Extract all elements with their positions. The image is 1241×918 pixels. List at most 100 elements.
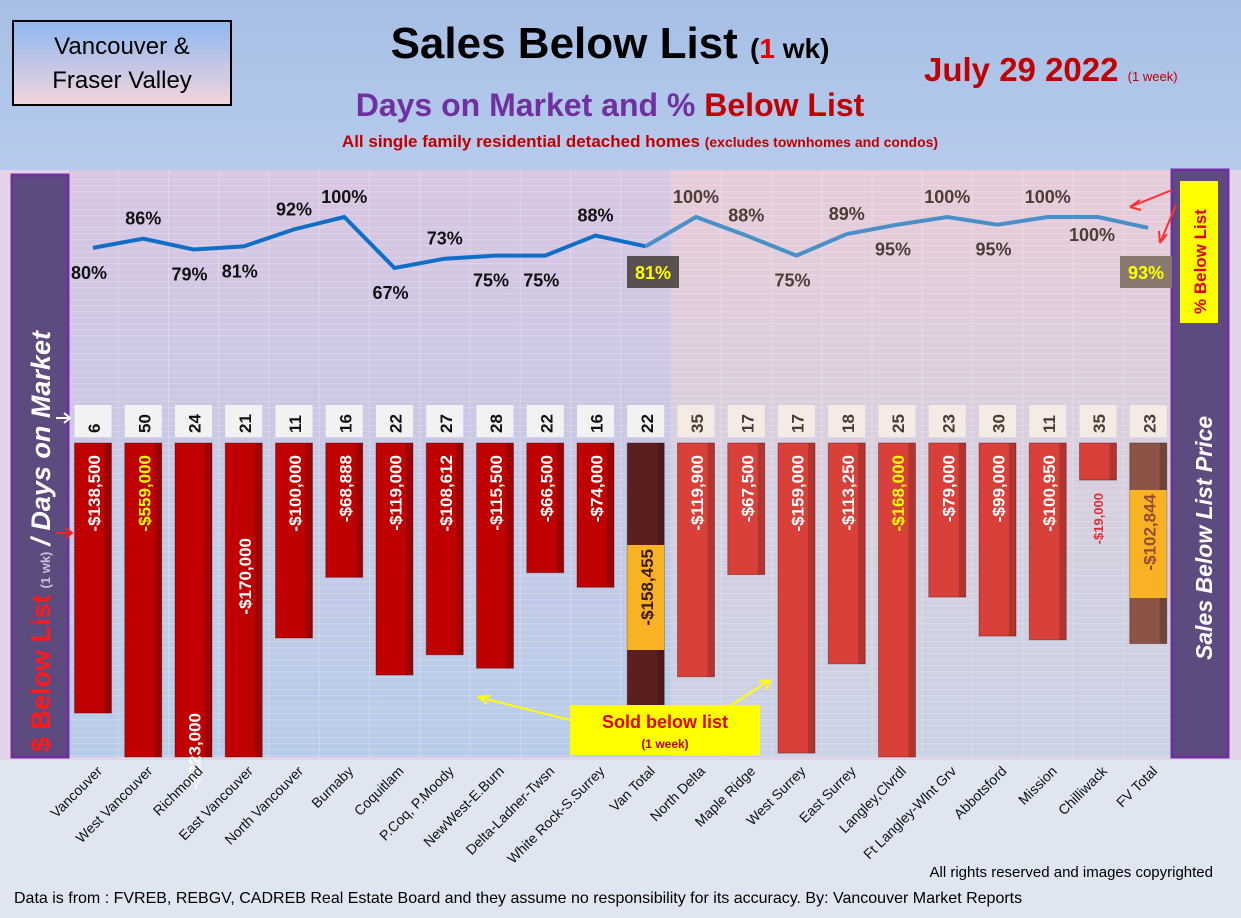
- dollar-bar: [174, 442, 213, 758]
- pct-label: 95%: [975, 240, 1011, 260]
- total-pct-box: [627, 256, 679, 288]
- x-axis-category-label: Abbotsford: [950, 763, 1009, 822]
- title-paren-rest: wk): [774, 33, 830, 64]
- days-label-box: [677, 405, 715, 437]
- pct-label: 67%: [372, 283, 408, 303]
- dollar-label: -$115,500: [487, 455, 506, 531]
- days-on-market-label: 50: [135, 414, 154, 433]
- days-on-market-label: 30: [990, 414, 1009, 433]
- bar-shade: [205, 443, 212, 757]
- annotation-arrow-icon: [477, 695, 571, 721]
- annotation-text: Sold below list: [602, 712, 728, 732]
- title-main: Sales Below List: [390, 19, 738, 68]
- dollar-bar: [325, 442, 364, 578]
- dollar-label: -$19,000: [1091, 493, 1106, 544]
- pct-label: 95%: [875, 240, 911, 260]
- days-label-box: [325, 405, 363, 437]
- dollar-bar: [74, 442, 112, 714]
- bar-shade: [406, 443, 413, 676]
- days-on-market-label: 21: [236, 414, 255, 433]
- pct-line-fraser-valley: [644, 214, 1149, 258]
- days-on-market-label: 17: [789, 414, 808, 433]
- days-label-box: [627, 405, 665, 437]
- pct-label: 80%: [71, 263, 107, 283]
- dollar-bar: [576, 442, 615, 588]
- dollar-label: -$99,000: [990, 455, 1009, 522]
- bar-shade: [355, 443, 363, 578]
- pct-label: 75%: [774, 271, 810, 291]
- subtitle-part1: Days on Market and %: [355, 87, 705, 123]
- days-on-market-label: 35: [1090, 414, 1109, 433]
- days-arrow-icon: [56, 412, 72, 424]
- pct-label: 93%: [1128, 263, 1164, 283]
- x-axis-category-label: Mission: [1015, 763, 1060, 808]
- dollar-bar: [1079, 442, 1117, 481]
- dollar-label: -$170,000: [236, 538, 255, 615]
- days-label-box: [376, 405, 413, 437]
- days-label-box: [727, 405, 765, 437]
- left-axis-panel: [10, 173, 70, 759]
- pct-label: 100%: [924, 187, 970, 207]
- days-on-market-label: 23: [1140, 414, 1159, 433]
- legend-arrow-icon: [1129, 189, 1173, 211]
- dollar-label: -$158,455: [638, 549, 657, 626]
- days-label-box: [124, 405, 162, 437]
- days-label-box: [577, 405, 614, 437]
- total-label-box: [1129, 490, 1167, 598]
- days-on-market-label: 22: [537, 414, 556, 433]
- dollar-bar: [375, 442, 414, 676]
- bar-shade: [958, 443, 966, 598]
- chart-title: Sales Below List (1 wk): [330, 18, 890, 75]
- days-on-market-label: 22: [638, 414, 657, 433]
- bar-shade: [255, 443, 263, 757]
- bar-shade: [1009, 443, 1016, 637]
- date-text: July 29 2022: [924, 51, 1119, 88]
- pct-label: 73%: [427, 229, 463, 249]
- days-on-market-label: 28: [487, 414, 506, 433]
- dollar-bar: [878, 442, 916, 758]
- title-paren-open: (: [750, 33, 760, 64]
- pct-label: 86%: [125, 209, 161, 229]
- annotation-box: [570, 705, 760, 755]
- total-pct-box: [1120, 256, 1172, 288]
- x-axis-category-label: FV Total: [1113, 763, 1160, 810]
- region-box: Vancouver & Fraser Valley: [12, 20, 232, 106]
- dollar-label: -$559,000: [135, 455, 154, 532]
- days-on-market-label: 24: [186, 414, 205, 433]
- dollar-bar: [928, 442, 967, 598]
- days-label-box: [74, 405, 112, 437]
- pct-label: 100%: [673, 187, 719, 207]
- dollar-label: -$102,844: [1140, 493, 1159, 570]
- dollar-label: -$67,500: [738, 455, 757, 522]
- dollar-label: -$119,000: [387, 455, 406, 531]
- days-on-market-label: 27: [437, 414, 456, 433]
- pct-label: 100%: [321, 187, 367, 207]
- days-label-box: [1029, 405, 1067, 437]
- days-label-box: [275, 405, 313, 437]
- bar-shade: [607, 443, 614, 588]
- note-main: All single family residential detached h…: [341, 132, 705, 151]
- dollar-label: -$223,000: [186, 713, 205, 790]
- days-on-market-label: 11: [1040, 415, 1059, 433]
- dollar-label: -$74,000: [588, 455, 607, 522]
- days-label-box: [526, 405, 564, 437]
- region-line1: Vancouver &: [54, 33, 190, 60]
- bar-shade: [707, 443, 715, 677]
- bar-shade: [808, 443, 815, 754]
- annotation-subtext: (1 week): [641, 737, 688, 751]
- dollar-bar: [978, 442, 1017, 637]
- dollar-label: -$68,888: [336, 455, 355, 522]
- total-label-box: [627, 545, 665, 650]
- right-axis-label: Sales Below List Price: [1191, 416, 1217, 660]
- days-on-market-label: 23: [939, 414, 958, 433]
- dollar-label: -$100,950: [1040, 455, 1059, 532]
- pct-label: 88%: [577, 206, 613, 226]
- chart-subtitle: Days on Market and % Below List: [300, 86, 920, 124]
- pct-label: 88%: [728, 206, 764, 226]
- bar-shade: [104, 443, 112, 714]
- pct-legend-box: [1180, 181, 1218, 323]
- days-label-box: [175, 405, 212, 437]
- dollar-bar: [827, 442, 866, 665]
- bar-shade: [908, 443, 916, 757]
- days-on-market-label: 6: [85, 424, 104, 433]
